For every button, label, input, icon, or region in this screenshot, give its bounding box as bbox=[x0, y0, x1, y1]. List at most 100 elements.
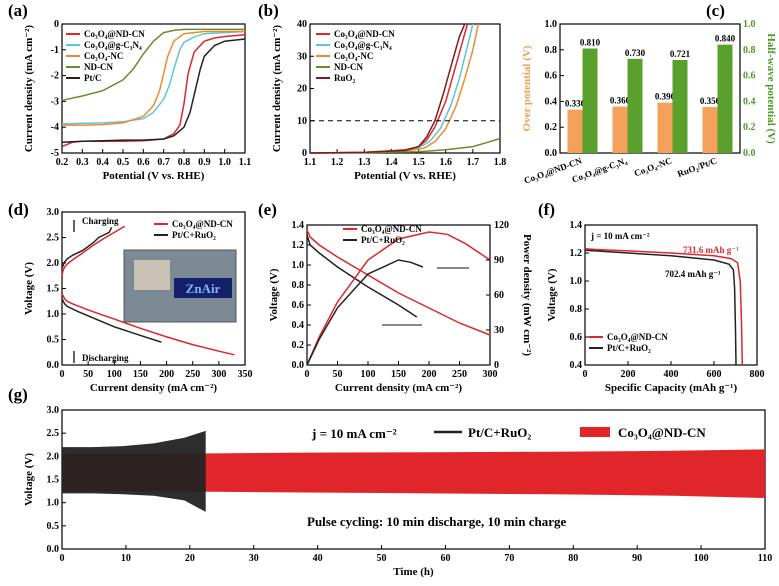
bar bbox=[567, 109, 583, 153]
y-axis-label: Current density (mA cm⁻²) bbox=[23, 25, 35, 152]
annotation-text: Discharging bbox=[82, 353, 129, 363]
x-tick-label: 10 bbox=[121, 553, 131, 564]
panel-label: (e) bbox=[258, 200, 277, 219]
bar-value-label: 0.356 bbox=[700, 96, 721, 106]
x-axis-label: Potential (V vs. RHE) bbox=[354, 170, 456, 182]
x-tick-label: 1.3 bbox=[358, 157, 371, 168]
x-tick-label: 0.4 bbox=[96, 157, 109, 168]
y-tick-label: 30 bbox=[297, 51, 307, 62]
x-tick-label: 100 bbox=[361, 369, 376, 380]
x-tick-label: 0.6 bbox=[137, 157, 150, 168]
y-tick-label: 0.0 bbox=[292, 360, 305, 371]
y-tick-label: 1.4 bbox=[292, 220, 305, 231]
y-tick-label: 0.8 bbox=[570, 304, 583, 315]
device-electrode bbox=[134, 260, 170, 290]
legend-label: Co₃O₄@ND-CN bbox=[361, 224, 422, 234]
legend-label: Co₃O₄-NC bbox=[84, 51, 123, 61]
bar-value-label: 0.390 bbox=[655, 92, 676, 102]
y-tick-label: 0.6 bbox=[292, 300, 305, 311]
y2-tick-label: 60 bbox=[494, 290, 504, 301]
x-axis-label: Time (h) bbox=[393, 566, 434, 578]
y-tick-label: 10 bbox=[297, 116, 307, 127]
x-tick-label: 1.1 bbox=[304, 157, 317, 168]
x-tick-label: 1.7 bbox=[467, 157, 480, 168]
y2-tick-label: 120 bbox=[494, 220, 509, 231]
series-line bbox=[306, 259, 424, 366]
annotation-text: Charging bbox=[82, 216, 119, 226]
y-tick-label: 0.8 bbox=[545, 45, 558, 56]
y2-tick-label: 0.0 bbox=[743, 148, 756, 159]
x-tick-label: 50 bbox=[333, 369, 343, 380]
y-tick-label: 2.0 bbox=[47, 451, 60, 462]
annotation-text: 731.6 mAh g⁻¹ bbox=[683, 245, 739, 255]
x-tick-label: 1.8 bbox=[494, 157, 507, 168]
y-tick-label: 1.2 bbox=[292, 240, 305, 251]
legend-label: Pt/C+RuO₂ bbox=[361, 235, 405, 245]
legend-label: Co₃O₄@ND-CN bbox=[334, 29, 395, 39]
bar bbox=[672, 59, 688, 154]
x-tick-label: 0.8 bbox=[178, 157, 191, 168]
device-screen bbox=[174, 278, 232, 298]
legend-label: ND-CN bbox=[334, 62, 363, 72]
y-tick-label: 1.0 bbox=[292, 260, 305, 271]
annotation-text: j = 10 mA cm⁻² bbox=[311, 426, 397, 441]
y-tick-label: 0.6 bbox=[545, 71, 558, 82]
legend-label: Co₃O₄@ND-CN bbox=[84, 29, 145, 39]
x-tick-label: 0 bbox=[305, 369, 310, 380]
series-line bbox=[584, 249, 737, 366]
series-line bbox=[61, 226, 113, 269]
x-tick-label: 40 bbox=[313, 553, 323, 564]
panel-label: (f) bbox=[538, 200, 555, 219]
y2-tick-label: 30 bbox=[494, 325, 504, 336]
panel-label: (d) bbox=[8, 200, 29, 219]
x-tick-label: 80 bbox=[568, 553, 578, 564]
y-tick-label: 0.4 bbox=[545, 96, 558, 107]
series-line bbox=[61, 28, 245, 102]
y-tick-label: 1.5 bbox=[47, 475, 60, 486]
x-tick-label: 0.7 bbox=[157, 157, 170, 168]
x-tick-label: 100 bbox=[107, 369, 122, 380]
panel-label: (c) bbox=[706, 1, 725, 20]
x-tick-label: 0.5 bbox=[117, 157, 130, 168]
y2-tick-label: 0.4 bbox=[743, 96, 756, 107]
series-line bbox=[309, 23, 466, 154]
y-tick-label: 20 bbox=[297, 84, 307, 95]
bar bbox=[657, 102, 673, 153]
y-tick-label: -1 bbox=[51, 45, 59, 56]
x-tick-label: 30 bbox=[249, 553, 259, 564]
series-line bbox=[61, 225, 126, 276]
series-line bbox=[61, 30, 246, 125]
legend-label: ND-CN bbox=[84, 62, 113, 72]
x-tick-label: 300 bbox=[211, 369, 226, 380]
y-tick-label: 1.4 bbox=[570, 220, 583, 231]
y-tick-label: 3.0 bbox=[47, 405, 60, 416]
x-tick-label: 250 bbox=[185, 369, 200, 380]
x-tick-label: 350 bbox=[238, 369, 253, 380]
y-tick-label: 0.4 bbox=[292, 320, 305, 331]
series-line bbox=[306, 229, 491, 336]
y-tick-label: 1.0 bbox=[545, 19, 558, 30]
panel-label: (a) bbox=[8, 1, 28, 20]
y-tick-label: 0.0 bbox=[545, 148, 558, 159]
x-tick-label: 600 bbox=[707, 369, 722, 380]
y2-tick-label: 0 bbox=[494, 360, 499, 371]
bar bbox=[717, 44, 733, 153]
x-tick-label: 70 bbox=[504, 553, 514, 564]
legend-label: Co₃O₄@ND-CN bbox=[607, 332, 668, 342]
legend-label: Co₃O₄@ND-CN bbox=[172, 219, 233, 229]
x-tick-label: 0 bbox=[60, 369, 65, 380]
series-line bbox=[61, 38, 246, 144]
y-tick-label: -4 bbox=[51, 122, 59, 133]
category-label: RuO₂/Pt/C bbox=[676, 155, 718, 178]
y2-tick-label: 90 bbox=[494, 255, 504, 266]
x-axis-label: Current density (mA cm⁻²) bbox=[90, 382, 217, 394]
x-tick-label: 60 bbox=[440, 553, 450, 564]
x-tick-label: 0.9 bbox=[198, 157, 211, 168]
y-tick-label: 0.2 bbox=[292, 340, 305, 351]
legend-label: Co₃O₄@g-C₃N₄ bbox=[334, 40, 392, 50]
x-tick-label: 90 bbox=[632, 553, 642, 564]
x-tick-label: 200 bbox=[422, 369, 437, 380]
x-tick-label: 300 bbox=[483, 369, 498, 380]
y-tick-label: 1.0 bbox=[47, 498, 60, 509]
